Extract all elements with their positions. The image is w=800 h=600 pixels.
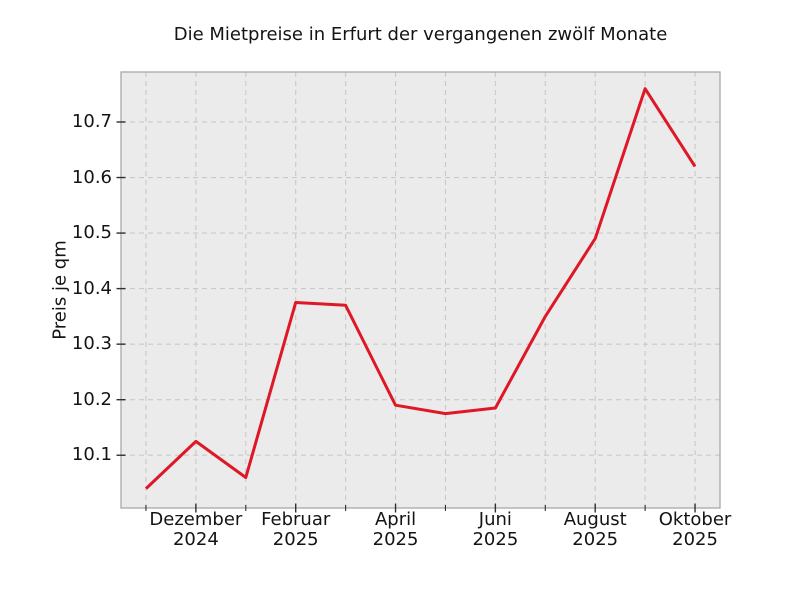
x-tick-year: 2025 — [272, 529, 319, 550]
plot-border — [120, 71, 721, 509]
x-tick-month: August — [563, 509, 627, 530]
chart-title: Die Mietpreise in Erfurt der vergangenen… — [173, 24, 668, 45]
x-tick-label: April 2025 — [326, 510, 466, 550]
x-tick-year: 2025 — [672, 529, 718, 550]
x-tick-month: April — [374, 509, 417, 530]
y-tick-label: 10.3 — [71, 333, 112, 355]
y-tick-label: 10.6 — [71, 166, 112, 188]
price-line — [144, 87, 697, 490]
y-tick-label: 10.7 — [71, 110, 112, 132]
y-tick-label: 10.1 — [71, 444, 112, 466]
x-tick-month: Oktober — [658, 509, 732, 530]
x-tick-month: Februar — [261, 509, 331, 530]
x-tick-year: 2025 — [472, 529, 519, 550]
x-tick-year: 2025 — [572, 529, 619, 550]
y-tick-label: 10.2 — [71, 388, 112, 410]
x-tick-label: Dezember 2024 — [126, 510, 266, 550]
x-tick-year: 2024 — [172, 529, 219, 550]
x-tick-label: Juni 2025 — [425, 510, 565, 550]
x-tick-month: Juni — [478, 509, 512, 530]
x-tick-label: Februar 2025 — [226, 510, 366, 550]
x-tick-label: August 2025 — [525, 510, 665, 550]
x-tick-label: Oktober 2025 — [625, 510, 765, 550]
x-tick-month: Dezember — [149, 509, 243, 530]
x-tick-year: 2025 — [372, 529, 419, 550]
plot-background — [121, 72, 720, 508]
y-tick-label: 10.5 — [71, 222, 112, 244]
y-tick-label: 10.4 — [71, 277, 112, 299]
